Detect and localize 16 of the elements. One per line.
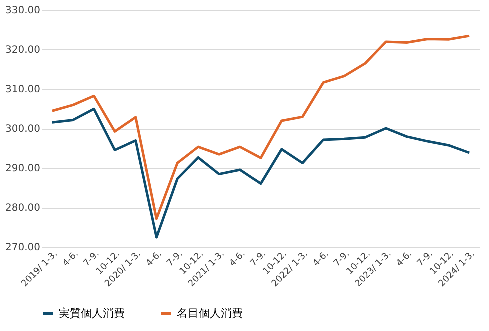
line-series xyxy=(51,34,471,220)
x-tick-label: 4-6. xyxy=(228,250,248,269)
y-tick-label: 310.00 xyxy=(6,84,40,96)
line-series xyxy=(51,108,471,239)
x-tick-label: 4-6. xyxy=(312,250,332,269)
x-tick-label: 4-6. xyxy=(395,250,415,269)
y-tick-label: 320.00 xyxy=(6,45,40,56)
x-tick-label: 4-6. xyxy=(61,250,81,269)
legend-label: 実質個人消費 xyxy=(59,306,125,320)
y-tick-label: 290.00 xyxy=(6,164,40,174)
y-tick-label: 330.00 xyxy=(6,6,40,16)
legend-label: 名目個人消費 xyxy=(177,306,243,320)
x-tick-label: 4-6. xyxy=(144,250,164,269)
y-tick-label: 300.00 xyxy=(6,124,40,135)
y-tick-label: 280.00 xyxy=(6,203,40,214)
y-tick-label: 270.00 xyxy=(6,242,40,254)
